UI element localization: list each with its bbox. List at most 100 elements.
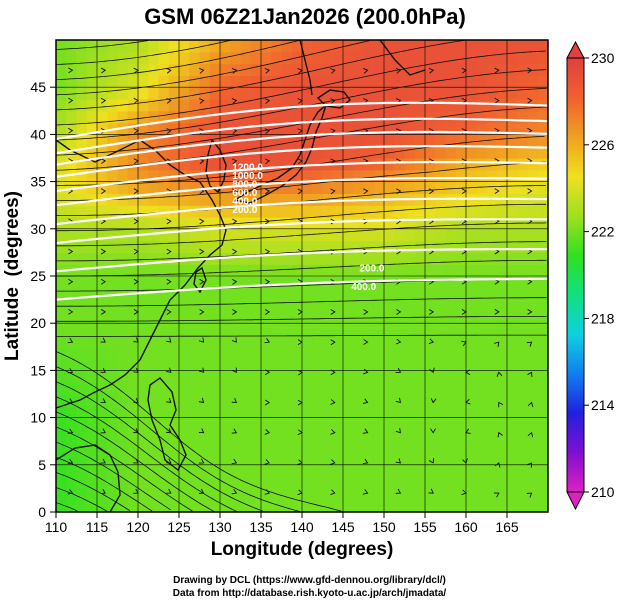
heat-cell bbox=[353, 429, 365, 442]
heat-cell bbox=[179, 252, 190, 265]
heat-cell bbox=[466, 405, 477, 419]
heat-cell bbox=[250, 346, 262, 360]
heat-cell bbox=[363, 252, 375, 265]
wind-arrow bbox=[68, 97, 74, 104]
heat-cell bbox=[527, 453, 539, 466]
heat-cell bbox=[435, 228, 447, 242]
heat-cell bbox=[209, 464, 221, 478]
heat-cell bbox=[353, 488, 365, 501]
heat-cell bbox=[250, 169, 262, 183]
heat-cell bbox=[107, 311, 119, 324]
heat-cell bbox=[240, 51, 252, 65]
heat-cell bbox=[486, 99, 498, 112]
heat-cell bbox=[158, 205, 170, 218]
heat-cell bbox=[425, 87, 436, 100]
heat-cell bbox=[486, 394, 498, 407]
heat-cell bbox=[384, 75, 395, 88]
heat-cell bbox=[404, 169, 416, 183]
heat-cell bbox=[466, 500, 477, 512]
heat-cell bbox=[189, 464, 201, 478]
heat-cell bbox=[466, 252, 477, 265]
heat-cell bbox=[271, 335, 283, 348]
heat-cell bbox=[56, 311, 67, 324]
heat-cell bbox=[148, 134, 160, 147]
wind-arrow bbox=[166, 458, 172, 464]
heat-cell bbox=[127, 252, 139, 265]
heat-cell bbox=[486, 311, 498, 324]
heat-cell bbox=[445, 169, 457, 183]
heat-cell bbox=[261, 429, 272, 442]
heat-cell bbox=[261, 323, 272, 336]
heat-cell bbox=[76, 99, 88, 112]
heat-cell bbox=[240, 299, 252, 312]
heat-cell bbox=[476, 158, 488, 171]
wind-arrow bbox=[231, 488, 238, 495]
wind-arrow bbox=[133, 278, 139, 285]
heat-cell bbox=[199, 441, 211, 454]
heat-cell bbox=[343, 323, 354, 336]
heat-cell bbox=[455, 394, 467, 407]
heat-cell bbox=[261, 441, 272, 454]
credit-data: Data from http://database.rish.kyoto-u.a… bbox=[172, 588, 447, 599]
heat-cell bbox=[363, 358, 375, 371]
heat-cell bbox=[404, 75, 416, 88]
wind-arrow bbox=[166, 248, 172, 255]
heat-cell bbox=[486, 441, 498, 454]
heat-cell bbox=[394, 476, 406, 489]
heat-cell bbox=[322, 264, 334, 277]
heat-cell bbox=[312, 252, 324, 265]
heat-cell bbox=[281, 370, 293, 383]
heat-cell bbox=[302, 417, 313, 430]
heat-cell bbox=[230, 323, 242, 336]
heat-cell bbox=[466, 488, 477, 501]
heat-cell bbox=[322, 134, 334, 147]
heat-cell bbox=[189, 146, 201, 159]
heat-cell bbox=[332, 441, 344, 454]
heat-cell bbox=[66, 252, 78, 265]
heat-cell bbox=[322, 394, 334, 407]
heat-cell bbox=[189, 441, 201, 454]
heat-cell bbox=[302, 405, 313, 419]
heat-cell bbox=[486, 146, 498, 159]
heat-cell bbox=[199, 146, 211, 159]
heat-cell bbox=[271, 205, 283, 218]
wind-arrow bbox=[264, 278, 271, 285]
heat-cell bbox=[312, 193, 324, 206]
heat-cell bbox=[281, 63, 293, 76]
heat-cell bbox=[209, 240, 221, 253]
wind-arrow bbox=[198, 337, 205, 343]
wind-arrow bbox=[395, 427, 401, 434]
heat-cell bbox=[455, 217, 467, 230]
heat-cell bbox=[291, 311, 303, 324]
heat-cell bbox=[404, 299, 416, 312]
heat-cell bbox=[384, 358, 395, 371]
streamline bbox=[56, 259, 547, 277]
heat-cell bbox=[353, 51, 365, 65]
heat-cell bbox=[445, 299, 457, 312]
heat-cell bbox=[353, 500, 365, 512]
wind-arrow bbox=[527, 401, 534, 408]
heat-cell bbox=[148, 370, 160, 383]
heat-cell bbox=[291, 500, 303, 512]
heat-cell bbox=[496, 394, 508, 407]
heat-cell bbox=[343, 146, 354, 159]
isotach-line bbox=[56, 277, 548, 301]
heat-cell bbox=[322, 476, 334, 489]
heat-cell bbox=[353, 323, 365, 336]
heat-cell bbox=[332, 346, 344, 360]
heat-cell bbox=[435, 405, 447, 419]
heat-cell bbox=[343, 252, 354, 265]
heat-cell bbox=[240, 99, 252, 112]
heat-cell bbox=[302, 193, 313, 206]
heat-cell bbox=[537, 252, 548, 265]
heat-cell bbox=[179, 146, 190, 159]
heat-cell bbox=[435, 63, 447, 76]
heat-cell bbox=[455, 441, 467, 454]
heat-cell bbox=[107, 335, 119, 348]
wind-arrow bbox=[330, 128, 336, 135]
heat-cell bbox=[209, 63, 221, 76]
wind-arrow bbox=[264, 429, 271, 435]
wind-arrow bbox=[428, 67, 435, 74]
heat-cell bbox=[168, 146, 180, 159]
heat-cell bbox=[466, 110, 477, 124]
